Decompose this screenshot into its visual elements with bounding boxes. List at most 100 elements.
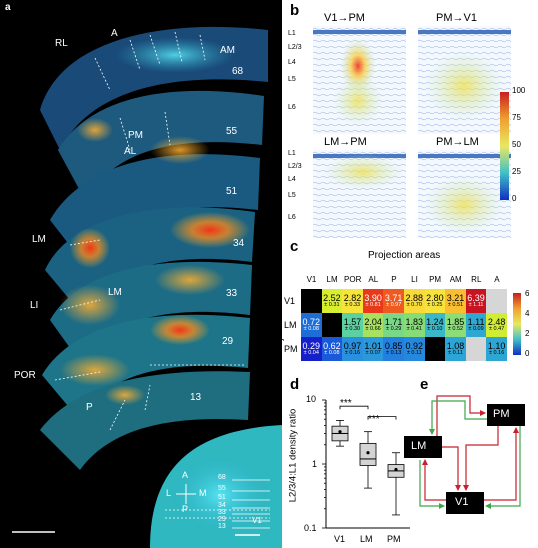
ytick-label: 1 (312, 459, 318, 469)
compass-a: A (182, 470, 189, 480)
layer-label: L2/3 (288, 163, 302, 170)
cell-sem: ± 1.11 (468, 301, 484, 308)
edge-lm-v1-red (442, 446, 461, 491)
cell-mean: 0.92 (405, 340, 424, 351)
cell-mean: 0.72 (302, 316, 321, 327)
area-label-li: LI (30, 300, 39, 311)
inset-number: 51 (218, 494, 226, 501)
brain-sections-image (12, 26, 282, 548)
section-number: 68 (232, 66, 244, 77)
panel-d-label: d (290, 376, 300, 393)
matrix-column-header: AM (449, 275, 462, 284)
matrix-column-header: V1 (306, 275, 317, 284)
colorbar-tick: 75 (512, 113, 521, 122)
cell-mean: 1.10 (487, 340, 506, 351)
heatmap-v1-pm (313, 26, 406, 134)
ytick-label: 0.1 (304, 523, 317, 533)
heatmap-title-pm-lm: PM→LM (436, 136, 479, 148)
section-number: 55 (226, 126, 238, 137)
cell-sem: ± 0.51 (447, 301, 464, 308)
cell-mean: 1.11 (467, 316, 485, 327)
heatmap-lm-pm (313, 150, 406, 258)
inset-number: 68 (218, 474, 226, 481)
matrix-column-header: AL (368, 275, 379, 284)
matrix-cell (465, 337, 487, 361)
heatmap-pm-lm (418, 150, 511, 258)
box-LM (359, 442, 377, 466)
cell-mean: 2.82 (343, 292, 362, 303)
panel-e-label: e (420, 376, 429, 393)
significance-bracket (339, 405, 369, 410)
cell-sem: ± 0.09 (468, 325, 484, 332)
colorbar-tick: 6 (525, 289, 530, 298)
colorbar-tick: 50 (512, 140, 521, 149)
cell-sem: ± 0.10 (427, 325, 443, 332)
cell-sem: ± 0.29 (386, 325, 402, 332)
section-number: 51 (226, 186, 238, 197)
colorbar-tick: 4 (525, 309, 530, 318)
node-label-v1: V1 (455, 496, 469, 508)
cell-mean: 1.85 (446, 316, 465, 327)
layer-label: L6 (288, 104, 296, 111)
cell-mean: 3.21 (446, 292, 465, 303)
colorbar-tick: 0 (525, 349, 530, 358)
projection-matrix: 2.52 ± 0.31 2.82 ± 0.33 3.90 ± 0.81 3.71 ± 0.97… (301, 289, 507, 361)
node-pm (487, 404, 525, 426)
matrix-cell: 1.01 ± 0.07 (362, 337, 384, 361)
section-number: 33 (226, 288, 238, 299)
layer-label: L4 (288, 59, 296, 66)
matrix-column-header: LM (326, 275, 338, 284)
matrix-row-header: V1 (284, 296, 296, 306)
cell-mean: 2.04 (364, 316, 382, 327)
layer-label: L5 (288, 192, 296, 199)
cell-sem: ± 0.25 (427, 301, 443, 308)
panel-a-micrograph: a RL A AM PM AL LM LM LI POR P 68 55 51 … (0, 0, 282, 548)
layer-label: L1 (288, 150, 296, 157)
cell-sem: ± 0.41 (406, 325, 422, 332)
matrix-cell: 6.39 ± 1.11 (465, 289, 487, 313)
panel-c-label: c (290, 238, 299, 255)
matrix-cell: 1.71 ± 0.29 (383, 313, 404, 337)
box-mean (394, 467, 398, 472)
matrix-cell: 1.57 ± 0.30 (342, 313, 363, 337)
compass-l: L (166, 488, 172, 498)
cell-sem: ± 0.33 (344, 301, 361, 308)
matrix-cell: 1.85 ± 0.52 (445, 313, 466, 337)
matrix-cell: 3.90 ± 0.81 (362, 289, 384, 313)
area-label-lm-arrow: LM (108, 287, 122, 298)
area-label-pm: PM (128, 130, 143, 141)
inset-number: 13 (218, 523, 226, 530)
matrix-cell: 2.48 ± 0.47 (486, 313, 507, 337)
compass-m: M (199, 488, 207, 498)
cell-sem: ± 0.97 (386, 301, 402, 308)
matrix-column-header: RL (471, 275, 482, 284)
matrix-row-header: PM (284, 344, 298, 354)
matrix-column-header: LI (411, 275, 418, 284)
matrix-cell: 0.92 ± 0.11 (403, 337, 425, 361)
cell-mean: 1.57 (343, 316, 362, 327)
section-number: 13 (190, 392, 202, 403)
matrix-cell: 2.52 ± 0.31 (321, 289, 343, 313)
section-number: 34 (233, 238, 245, 249)
matrix-column-header: A (494, 275, 500, 284)
cell-sem: ± 0.70 (406, 301, 422, 308)
cell-mean: 1.01 (364, 340, 382, 351)
matrix-cell: 0.72 ± 0.08 (301, 313, 322, 337)
inset-number: 33 (218, 509, 226, 516)
edge-pm-v1 (485, 426, 521, 509)
cell-mean: 0.62 (323, 340, 341, 351)
heatmap-title-lm-pm: LM→PM (324, 136, 367, 148)
colorbar-tick: 0 (512, 194, 517, 203)
xtick-label: PM (387, 534, 401, 544)
matrix-cell: 3.71 ± 0.97 (383, 289, 404, 313)
matrix-cell: 0.62 ± 0.08 (321, 337, 343, 361)
cell-mean: 2.52 (323, 292, 341, 303)
matrix-cell (486, 289, 507, 313)
matrix-cell: 2.88 ± 0.70 (403, 289, 425, 313)
cell-mean: 1.08 (446, 340, 465, 351)
heatmap-title-v1-pm: V1→PM (324, 12, 365, 24)
panel-b-label: b (290, 2, 300, 19)
cell-sem: ± 0.47 (489, 325, 505, 332)
cell-sem: ± 0.30 (344, 325, 361, 332)
